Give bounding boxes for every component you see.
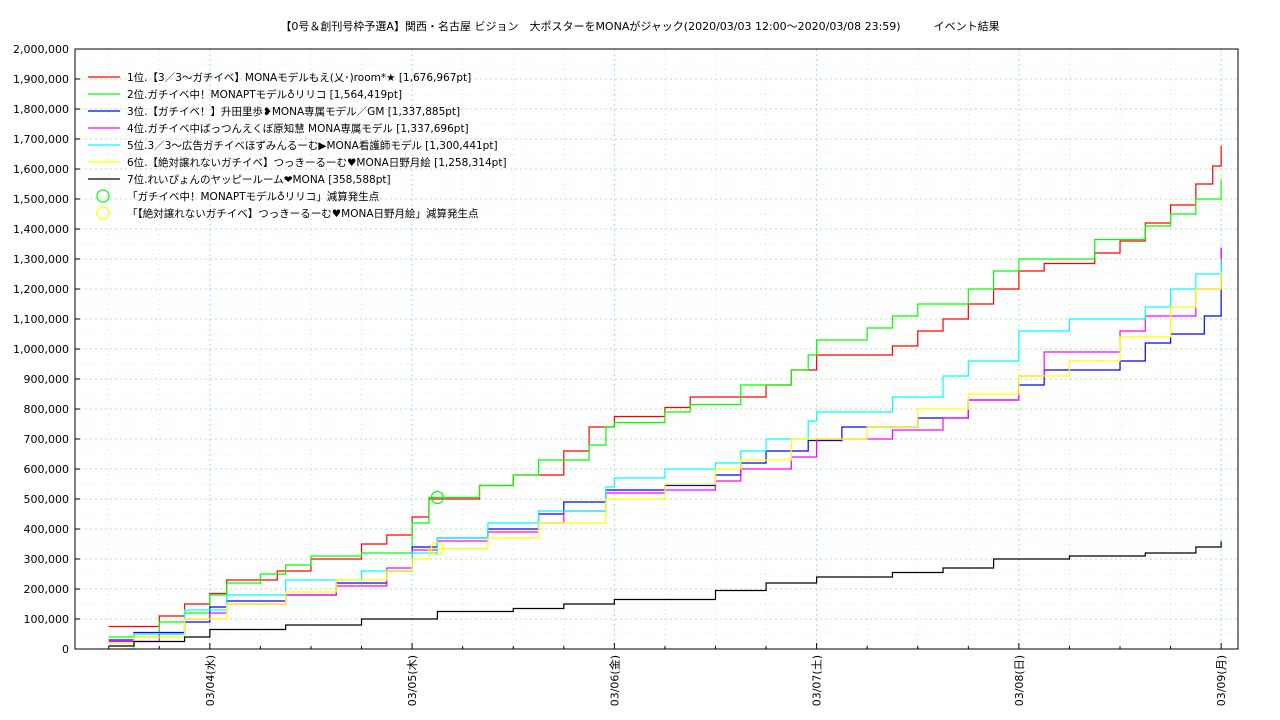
legend-label-4: 4位.ガチイベ中ばっつんえくぼ原知慧 MONA専属モデル [1,337,696p…: [127, 122, 469, 135]
y-tick-label: 400,000: [24, 523, 70, 536]
y-tick-label: 200,000: [24, 583, 70, 596]
legend-marker-label-1: 「ガチイベ中！MONAPTモデル♁リリコ」減算発生点: [127, 190, 379, 203]
y-tick-label: 0: [62, 643, 69, 656]
marker-point-1: [430, 490, 444, 505]
y-tick-label: 900,000: [24, 373, 70, 386]
legend-label-2: 2位.ガチイベ中！MONAPTモデル♁リリコ [1,564,419pt]: [127, 88, 402, 101]
legend-label-1: 1位.【3／3～ガチイベ】MONAモデルもえ(乂･)room*★ [1,676,…: [127, 71, 471, 84]
chart-title: 【0号＆創刊号枠予選A】関西・名古屋 ビジョン 大ポスターをMONAがジャック(…: [280, 20, 1000, 33]
y-tick-label: 300,000: [24, 553, 70, 566]
y-tick-label: 1,000,000: [13, 343, 69, 356]
series-line-7: [108, 541, 1222, 647]
y-tick-label: 1,800,000: [13, 103, 69, 116]
legend-marker-label-2: 「【絶対譲れないガチイベ】つっきーるーむ♥MONA日野月絵」減算発生点: [127, 207, 479, 220]
y-tick-label: 1,900,000: [13, 73, 69, 86]
y-tick-label: 1,700,000: [13, 133, 69, 146]
x-tick-label: 03/05(木): [406, 655, 419, 706]
x-tick-label: 03/04(水): [204, 655, 217, 706]
x-tick-label: 03/09(月): [1215, 655, 1228, 706]
legend-marker-2: [96, 206, 110, 220]
x-tick-label: 03/08(日): [1013, 655, 1026, 706]
series-line-2: [108, 179, 1222, 638]
series-lines: [108, 145, 1222, 650]
legend-label-6: 6位.【絶対譲れないガチイベ】つっきーるーむ♥MONA日野月絵 [1,258,3…: [127, 156, 507, 169]
marker-point-2: [430, 541, 444, 556]
x-tick-label: 03/06(金): [607, 655, 621, 706]
legend: 1位.【3／3～ガチイベ】MONAモデルもえ(乂･)room*★ [1,676,…: [88, 71, 507, 220]
y-tick-label: 1,500,000: [13, 193, 69, 206]
legend-marker-1: [96, 189, 110, 203]
series-line-5: [125, 258, 1222, 650]
markers: [430, 490, 444, 556]
legend-label-7: 7位.れいぴょんのヤッピールーム❤MONA [358,588pt]: [127, 173, 391, 186]
series-line-6: [108, 271, 1222, 644]
y-tick-label: 1,200,000: [13, 283, 69, 296]
y-tick-label: 500,000: [24, 493, 70, 506]
y-tick-label: 600,000: [24, 463, 70, 476]
series-line-1: [108, 145, 1222, 628]
y-tick-label: 1,100,000: [13, 313, 69, 326]
y-tick-label: 800,000: [24, 403, 70, 416]
grid: [75, 49, 1238, 649]
axes: 0 100,000 200,000 300,000 400,000 500,000 600,…: [13, 43, 1228, 706]
y-tick-label: 1,600,000: [13, 163, 69, 176]
series-line-3: [108, 247, 1222, 641]
y-tick-label: 2,000,000: [13, 43, 69, 56]
x-tick-label: 03/07(土): [811, 655, 824, 706]
y-tick-label: 100,000: [24, 613, 70, 626]
legend-label-3: 3位.【ガチイベ！】升田里歩❥MONA専属モデル／GM [1,337,885pt…: [127, 105, 460, 118]
y-tick-label: 1,400,000: [13, 223, 69, 236]
legend-label-5: 5位.3／3～広告ガチイベほずみんるーむ▶MONA看護師モデル [1,300,4…: [127, 139, 498, 152]
y-tick-label: 700,000: [24, 433, 70, 446]
y-tick-label: 1,300,000: [13, 253, 69, 266]
